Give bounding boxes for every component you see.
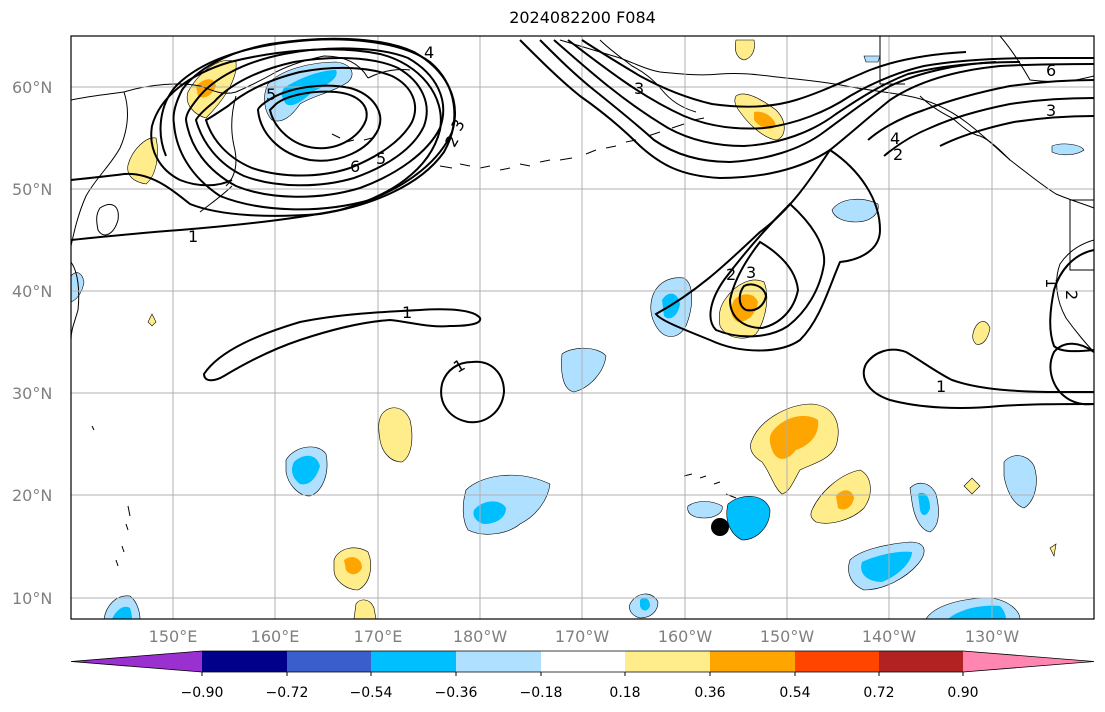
lon-label: 150°W bbox=[760, 627, 815, 646]
lat-label: 10°N bbox=[12, 589, 52, 608]
contour-label: 3 bbox=[634, 79, 644, 98]
contour-label: 6 bbox=[1046, 61, 1056, 80]
colorbar-segment bbox=[795, 651, 879, 672]
colorbar-tick-label: −0.36 bbox=[435, 685, 478, 701]
colorbar-segment bbox=[71, 651, 202, 672]
lon-label: 160°E bbox=[251, 627, 300, 646]
contour-label: 3 bbox=[1046, 101, 1056, 120]
contour-label: 6 bbox=[350, 157, 360, 176]
lat-label: 40°N bbox=[12, 282, 52, 301]
lon-label: 140°W bbox=[862, 627, 917, 646]
contour-label: 4 bbox=[890, 129, 900, 148]
lon-label: 180°W bbox=[453, 627, 508, 646]
colorbar-tick-labels: −0.90 −0.72 −0.54 −0.36 −0.18 0.18 0.36 0.54 0.7… bbox=[181, 672, 979, 701]
colorbar-tick-label: −0.18 bbox=[520, 685, 563, 701]
contour-label: 1 bbox=[1042, 278, 1061, 288]
lat-label: 20°N bbox=[12, 486, 52, 505]
contour-label: 3 bbox=[746, 263, 756, 282]
colorbar-tick-label: 0.72 bbox=[863, 685, 894, 701]
colorbar bbox=[71, 651, 1094, 672]
lon-label: 130°W bbox=[965, 627, 1020, 646]
contour-label: 1 bbox=[188, 227, 198, 246]
colorbar-tick-label: −0.90 bbox=[181, 685, 224, 701]
latitude-labels: 60°N 50°N 40°N 30°N 20°N 10°N bbox=[12, 78, 52, 608]
lat-label: 50°N bbox=[12, 180, 52, 199]
colorbar-tick-label: −0.54 bbox=[350, 685, 393, 701]
colorbar-segment bbox=[541, 651, 625, 672]
lon-label: 160°W bbox=[658, 627, 713, 646]
colorbar-tick-label: 0.90 bbox=[947, 685, 978, 701]
map-figure: 1 1 1 1 1 2 2 2 2 3 3 3 3 4 4 5 5 6 6 60… bbox=[0, 0, 1105, 712]
colorbar-segment bbox=[287, 651, 371, 672]
colorbar-tick-label: −0.72 bbox=[266, 685, 309, 701]
colorbar-segment bbox=[625, 651, 710, 672]
contour-label: 1 bbox=[402, 303, 412, 322]
colorbar-segment bbox=[371, 651, 456, 672]
contour-label: 1 bbox=[936, 377, 946, 396]
colorbar-tick-label: 0.36 bbox=[694, 685, 725, 701]
colorbar-segment bbox=[710, 651, 795, 672]
contour-label: 5 bbox=[376, 149, 386, 168]
contour-label: 2 bbox=[1062, 290, 1081, 300]
lat-label: 30°N bbox=[12, 384, 52, 403]
contour-label: 5 bbox=[266, 85, 276, 104]
colorbar-segment bbox=[456, 651, 541, 672]
lon-label: 150°E bbox=[149, 627, 198, 646]
colorbar-tick-label: 0.18 bbox=[609, 685, 640, 701]
lon-label: 170°E bbox=[354, 627, 403, 646]
colorbar-segment bbox=[879, 651, 963, 672]
contour-label: 4 bbox=[424, 43, 434, 62]
contour-label: 2 bbox=[726, 265, 736, 284]
colorbar-segment bbox=[202, 651, 287, 672]
colorbar-tick-label: 0.54 bbox=[779, 685, 810, 701]
longitude-labels: 150°E 160°E 170°E 180°W 170°W 160°W 150°… bbox=[149, 627, 1020, 646]
colorbar-segment bbox=[963, 651, 1094, 672]
lat-label: 60°N bbox=[12, 78, 52, 97]
location-marker-dot bbox=[711, 518, 729, 536]
lon-label: 170°W bbox=[555, 627, 610, 646]
